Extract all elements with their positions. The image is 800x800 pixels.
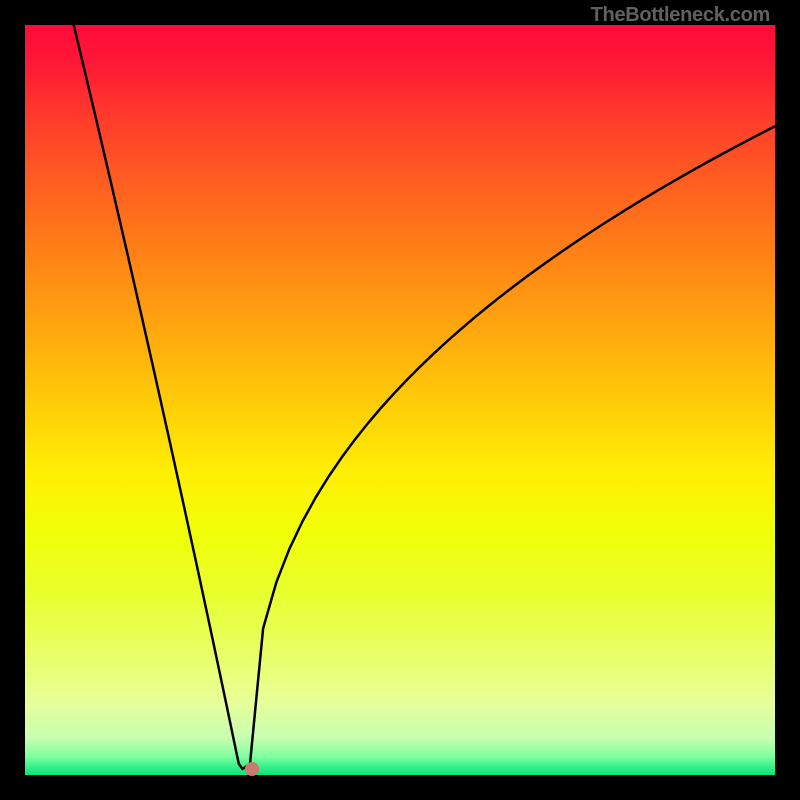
notch-marker xyxy=(245,762,259,776)
chart-background xyxy=(25,25,775,775)
chart-plot xyxy=(25,25,775,775)
chart-frame xyxy=(25,25,775,775)
watermark-text: TheBottleneck.com xyxy=(591,4,770,27)
